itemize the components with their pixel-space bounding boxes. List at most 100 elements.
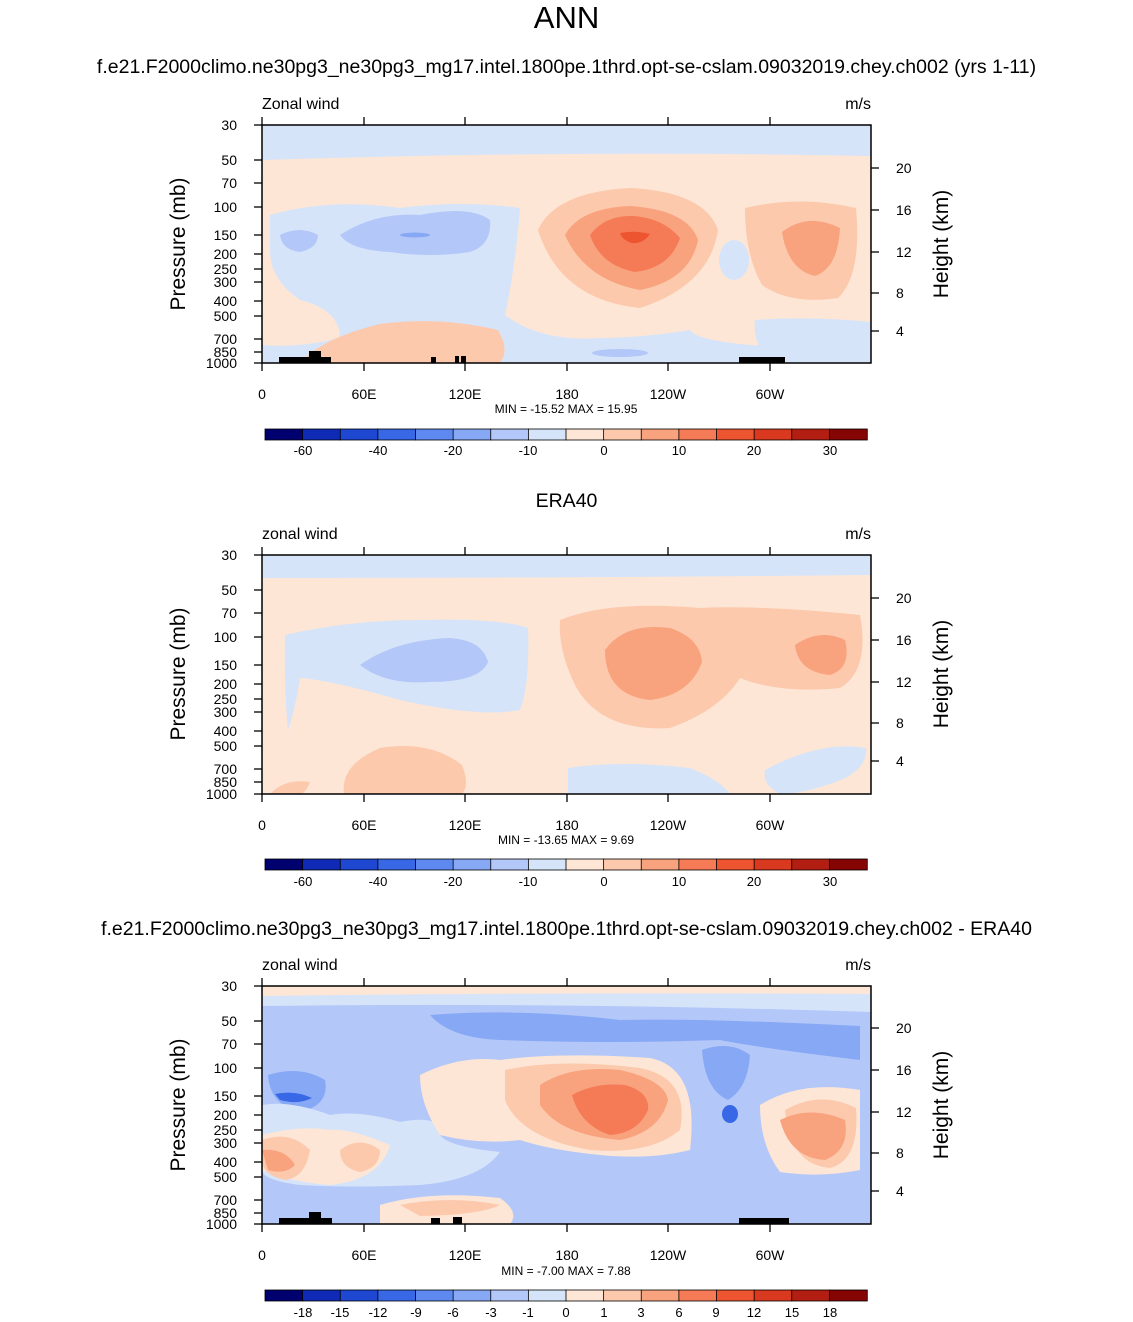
contour-fill-neg5-a: [280, 230, 318, 252]
contour-fill-easterly-small: [719, 240, 749, 280]
panel-2-xtick-4: 120W: [650, 817, 687, 833]
colorbar-swatch: [377, 1289, 417, 1302]
colorbar-swatch: [264, 858, 304, 871]
contour-fill-5-b: [343, 746, 466, 794]
panel-3-ytick: 500: [214, 1169, 238, 1185]
panel-3-xtick-4: 120W: [650, 1247, 687, 1263]
panel-1-units-label: m/s: [845, 96, 871, 113]
panel-3-colorbar-label: 6: [675, 1305, 682, 1320]
colorbar-swatch: [791, 1289, 831, 1302]
panel-3-ytick: 70: [221, 1036, 237, 1052]
colorbar-swatch: [302, 1289, 341, 1302]
colorbar-swatch: [678, 428, 718, 441]
panel-1-chart: Zonal wind m/s 0 60E 120E 180 120W 60W 3…: [167, 96, 953, 458]
panel-2-ytick: 200: [214, 676, 238, 692]
panel-1-colorbar-label: 30: [823, 443, 837, 458]
colorbar-swatch: [415, 1289, 454, 1302]
contour-fill-neg9: [275, 1092, 312, 1103]
panel-2-contours: [262, 555, 871, 794]
panel-2-ytick: 500: [214, 738, 238, 754]
panel-1-xtick-1: 60E: [352, 386, 377, 402]
panel-1-title: f.e21.F2000climo.ne30pg3_ne30pg3_mg17.in…: [96, 56, 1037, 78]
colorbar-swatch: [716, 858, 755, 871]
panel-2-ytick: 300: [214, 704, 238, 720]
contour-fill-neg3-band: [430, 1012, 860, 1060]
contour-fill-upper-easterly: [262, 125, 871, 160]
contour-fill-6-to-9: [572, 1084, 649, 1135]
contour-fill-easterly-east: [764, 746, 867, 794]
panel-3-colorbar-label: -18: [294, 1305, 313, 1320]
panel-1-topography: [279, 351, 785, 363]
colorbar-swatch: [527, 428, 567, 441]
panel-1-colorbar-label: 0: [600, 443, 607, 458]
panel-3-ytick-right: 16: [896, 1062, 912, 1078]
contour-fill-3-to-6-b: [262, 1149, 295, 1172]
panel-2-chart: zonal wind m/s 0 60E 120E 180 120W 60W 3…: [167, 526, 953, 889]
panel-2-ytick-right: 16: [896, 632, 912, 648]
contour-fill-10-a: [605, 626, 702, 700]
panel-1-xtick-4: 120W: [650, 386, 687, 402]
panel-2-colorbar-label: -40: [369, 874, 388, 889]
colorbar-swatch: [640, 1289, 680, 1302]
panel-2-colorbar-label: -60: [294, 874, 313, 889]
colorbar-swatch: [452, 858, 492, 871]
panel-3-colorbar-label: 1: [600, 1305, 607, 1320]
panel-1-ytick: 700: [214, 331, 238, 347]
panel-2-ytick: 50: [221, 582, 237, 598]
panel-2-ytick: 250: [214, 691, 238, 707]
contour-fill-neg3-a: [268, 1071, 326, 1112]
panel-2-ytick-right: 12: [896, 674, 912, 690]
contour-fill-neg10: [400, 232, 430, 238]
panel-3-colorbar-label: -9: [410, 1305, 422, 1320]
panel-3-stats: MIN = -7.00 MAX = 7.88: [501, 1264, 631, 1278]
panel-3-units-label: m/s: [845, 957, 871, 974]
colorbar-swatch: [302, 428, 341, 441]
colorbar-swatch: [716, 1289, 755, 1302]
panel-1-xtick-5: 60W: [756, 386, 786, 402]
panel-3-ytick: 250: [214, 1122, 238, 1138]
colorbar-swatch: [452, 428, 492, 441]
contour-fill-upper-easterly: [262, 555, 871, 578]
panel-1-ytick-right: 16: [896, 202, 912, 218]
colorbar-swatch: [640, 428, 680, 441]
panel-1-xtick-0: 0: [258, 386, 266, 402]
colorbar-swatch: [339, 858, 379, 871]
colorbar-swatch: [603, 858, 642, 871]
panel-3-colorbar-label: -15: [331, 1305, 350, 1320]
panel-3-ytick: 700: [214, 1192, 238, 1208]
panel-3-colorbar-label: -6: [447, 1305, 459, 1320]
panel-1-contours: [262, 125, 871, 363]
panel-3-ytick-right: 12: [896, 1104, 912, 1120]
contour-fill-easterly-central: [568, 764, 730, 794]
panel-1-xtick-3: 180: [555, 386, 579, 402]
panel-2-xtick-5: 60W: [756, 817, 786, 833]
colorbar-swatch: [828, 428, 868, 441]
panel-3-colorbar-label: 0: [562, 1305, 569, 1320]
panel-2-ytick: 70: [221, 605, 237, 621]
panel-3-left-label: zonal wind: [262, 957, 338, 974]
panel-1-stats: MIN = -15.52 MAX = 15.95: [495, 402, 638, 416]
contour-fill-10-b: [782, 220, 840, 276]
panel-3-ytick: 30: [221, 978, 237, 994]
colorbar-swatch: [264, 428, 304, 441]
panel-1-ytick: 500: [214, 308, 238, 324]
colorbar-swatch: [452, 1289, 492, 1302]
colorbar-swatch: [527, 858, 567, 871]
colorbar-swatch: [640, 858, 680, 871]
panel-1-ytick-right: 4: [896, 323, 904, 339]
panel-2-ticks: [254, 547, 879, 802]
panel-1-ytick: 400: [214, 293, 238, 309]
panel-1-ytick: 100: [214, 199, 238, 215]
panel-2-units-label: m/s: [845, 526, 871, 543]
panel-2-ytick-right: 20: [896, 590, 912, 606]
panel-3-ytick: 850: [214, 1205, 238, 1221]
colorbar-swatch: [302, 858, 341, 871]
colorbar-swatch: [716, 428, 755, 441]
colorbar-swatch: [377, 858, 417, 871]
panel-1-ytick: 250: [214, 261, 238, 277]
contour-fill-5-c: [270, 781, 310, 794]
panel-3-colorbar: [264, 1289, 868, 1302]
panel-1-colorbar-label: -10: [519, 443, 538, 458]
panel-1-ylabel: Pressure (mb): [167, 177, 190, 310]
colorbar-swatch: [753, 428, 793, 441]
